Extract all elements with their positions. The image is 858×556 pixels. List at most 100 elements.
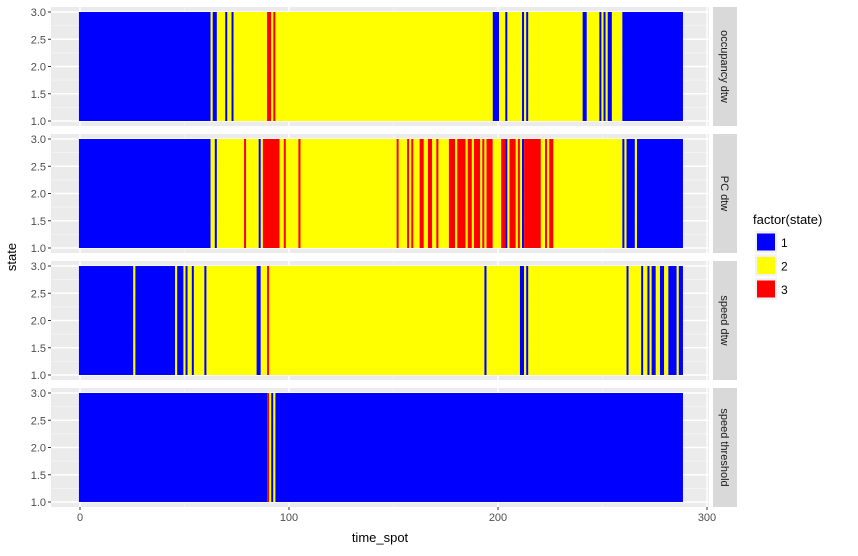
state-bar-segment xyxy=(273,393,276,502)
state-bar-segment xyxy=(78,12,211,121)
facet-strip xyxy=(713,7,737,126)
state-bar-segment xyxy=(269,393,272,502)
state-bar-segment xyxy=(438,139,449,248)
state-bar-segment xyxy=(175,266,178,375)
state-bar-segment xyxy=(419,139,424,248)
y-tick-label: 2.0 xyxy=(31,62,46,74)
state-bar-segment xyxy=(271,12,274,121)
state-bar-segment xyxy=(279,139,284,248)
x-tick-label: 200 xyxy=(489,512,507,524)
y-axis-title: state xyxy=(4,243,19,271)
state-bar-segment xyxy=(210,139,215,248)
state-bar-segment xyxy=(626,139,635,248)
state-bar-segment xyxy=(210,12,213,121)
state-bar-segment xyxy=(448,139,456,248)
state-bar-segment xyxy=(204,266,207,375)
state-bar-segment xyxy=(664,266,669,375)
state-bar-segment xyxy=(256,266,261,375)
state-bar-segment xyxy=(628,266,642,375)
y-tick-label: 2.5 xyxy=(31,34,46,46)
state-bar-segment xyxy=(227,12,232,121)
y-tick-label: 3.0 xyxy=(31,388,46,400)
state-bar-segment xyxy=(515,139,518,248)
facet-strip xyxy=(713,388,737,507)
state-bar-segment xyxy=(473,139,481,248)
state-bar-segment xyxy=(651,266,656,375)
y-tick-label: 3.0 xyxy=(31,134,46,146)
x-tick-label: 0 xyxy=(77,512,83,524)
state-bar-segment xyxy=(206,266,257,375)
state-bar-segment xyxy=(607,12,612,121)
state-bar-segment xyxy=(457,139,466,248)
state-bar-segment xyxy=(233,12,268,121)
state-bar-segment xyxy=(78,139,211,248)
state-bar-segment xyxy=(636,139,683,248)
state-bar-segment xyxy=(524,12,527,121)
state-bar-segment xyxy=(582,12,587,121)
state-bar-segment xyxy=(528,266,627,375)
state-bar-segment xyxy=(275,393,683,502)
legend: factor(state) 1 2 3 xyxy=(753,212,822,300)
state-bar-segment xyxy=(605,12,608,121)
facet-strip xyxy=(713,134,737,253)
y-tick-label: 1.5 xyxy=(31,216,46,228)
state-bar-segment xyxy=(622,139,625,248)
state-bar-segment xyxy=(467,139,472,248)
state-bar-segment xyxy=(641,266,644,375)
facet-panel: 1.0 1.5 2.0 2.5 3.0 speed threshold xyxy=(31,388,737,509)
state-bar-segment xyxy=(526,12,529,121)
y-tick-label: 3.0 xyxy=(31,261,46,273)
state-bar-segment xyxy=(480,139,483,248)
y-tick-label: 1.0 xyxy=(31,497,46,509)
y-tick-label: 2.5 xyxy=(31,288,46,300)
state-bar-segment xyxy=(455,139,458,248)
state-bar-segment xyxy=(501,139,506,248)
state-bar-segment xyxy=(505,139,508,248)
state-bar-segment xyxy=(526,266,529,375)
state-bar-segment xyxy=(212,12,217,121)
state-bar-segment xyxy=(427,139,433,248)
state-bar-segment xyxy=(273,12,276,121)
state-bar-segment xyxy=(626,266,629,375)
state-bar-segment xyxy=(540,139,546,248)
y-tick-label: 2.0 xyxy=(31,189,46,201)
state-bar-segment xyxy=(269,266,485,375)
state-bar-segment xyxy=(659,266,665,375)
state-bar-segment xyxy=(216,12,226,121)
state-bar-segment xyxy=(300,139,397,248)
state-bar-segment xyxy=(599,12,602,121)
state-bar-segment xyxy=(267,12,272,121)
state-bar-segment xyxy=(411,139,414,248)
legend-key-label: 3 xyxy=(781,283,788,297)
state-bar-segment xyxy=(413,139,420,248)
state-bar-segment xyxy=(553,139,623,248)
state-bar-segment xyxy=(298,139,301,248)
state-bar-segment xyxy=(258,139,261,248)
y-tick-label: 2.5 xyxy=(31,161,46,173)
y-tick-label: 1.5 xyxy=(31,343,46,355)
state-bar-segment xyxy=(519,139,523,248)
legend-key-label: 2 xyxy=(781,260,788,274)
state-bar-segment xyxy=(586,12,600,121)
state-bar-segment xyxy=(524,266,527,375)
state-bar-segment xyxy=(507,139,510,248)
state-bar-segment xyxy=(423,139,428,248)
facet-strip-label: occupancy dtw xyxy=(718,30,730,103)
state-bar-segment xyxy=(471,139,474,248)
state-bar-segment xyxy=(398,139,408,248)
state-bar-segment xyxy=(505,12,508,121)
facet-panel: 1.0 1.5 2.0 2.5 3.0 PC dtw xyxy=(31,134,737,255)
state-bar-segment xyxy=(432,139,437,248)
state-bar-segment xyxy=(519,266,525,375)
state-bar-segment xyxy=(492,12,500,121)
state-bar-segment xyxy=(285,139,299,248)
state-bar-segment xyxy=(275,12,493,121)
state-bar-segment xyxy=(183,266,186,375)
legend-key-swatch xyxy=(757,233,775,251)
state-bar-segment xyxy=(601,12,604,121)
facet-panel: 1.0 1.5 2.0 2.5 3.0 occupancy dtw xyxy=(31,7,737,128)
state-bar-segment xyxy=(611,12,623,121)
state-bar-segment xyxy=(260,266,268,375)
state-bar-segment xyxy=(78,393,268,502)
